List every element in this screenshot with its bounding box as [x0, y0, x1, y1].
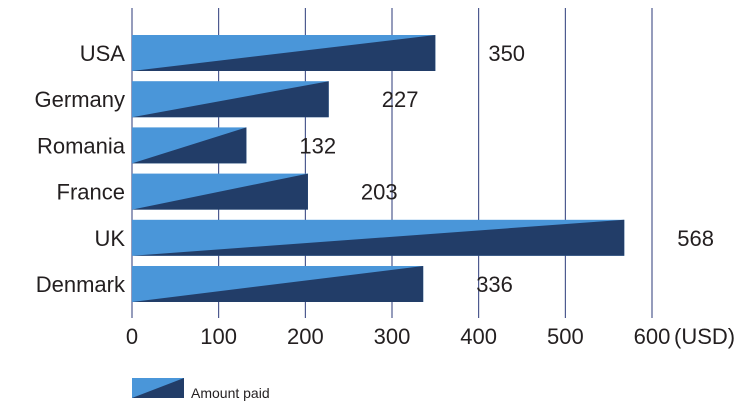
value-labels: 350 227 132 203 568 336	[299, 41, 714, 297]
value-label: 336	[476, 272, 513, 297]
bar	[132, 219, 625, 256]
bar	[132, 173, 308, 210]
x-axis-ticks: 0 100 200 300 400 500 600	[126, 324, 670, 349]
category-label: USA	[80, 41, 126, 66]
bar-dark-part	[132, 219, 625, 256]
legend: Amount paid	[132, 378, 270, 401]
category-label: UK	[94, 226, 125, 251]
value-label: 350	[488, 41, 525, 66]
category-label: Denmark	[36, 272, 126, 297]
legend-label: Amount paid	[191, 385, 270, 401]
value-label: 568	[677, 226, 714, 251]
category-label: Germany	[35, 87, 125, 112]
bar-dark-part	[132, 127, 247, 164]
bar	[132, 127, 247, 164]
category-labels: USA Germany Romania France UK Denmark	[35, 41, 126, 297]
x-tick-label: 500	[547, 324, 584, 349]
x-tick-label: 100	[200, 324, 237, 349]
bar-dark-part	[132, 81, 329, 118]
x-tick-label: 0	[126, 324, 138, 349]
bar-dark-part	[132, 173, 308, 210]
category-label: Romania	[37, 133, 126, 158]
x-tick-label: 600	[634, 324, 671, 349]
x-axis-unit-label: (USD)	[674, 324, 735, 349]
legend-swatch-dark	[132, 378, 184, 398]
bar-dark-part	[132, 266, 424, 302]
bar	[132, 266, 424, 302]
x-tick-label: 400	[460, 324, 497, 349]
x-tick-label: 300	[374, 324, 411, 349]
bars	[132, 35, 625, 302]
bar	[132, 35, 436, 71]
bar	[132, 81, 329, 118]
category-label: France	[57, 180, 125, 205]
bar-dark-part	[132, 35, 436, 71]
value-label: 227	[382, 87, 419, 112]
legend-swatch	[132, 378, 184, 398]
value-label: 203	[361, 180, 398, 205]
value-label: 132	[299, 133, 336, 158]
x-tick-label: 200	[287, 324, 324, 349]
